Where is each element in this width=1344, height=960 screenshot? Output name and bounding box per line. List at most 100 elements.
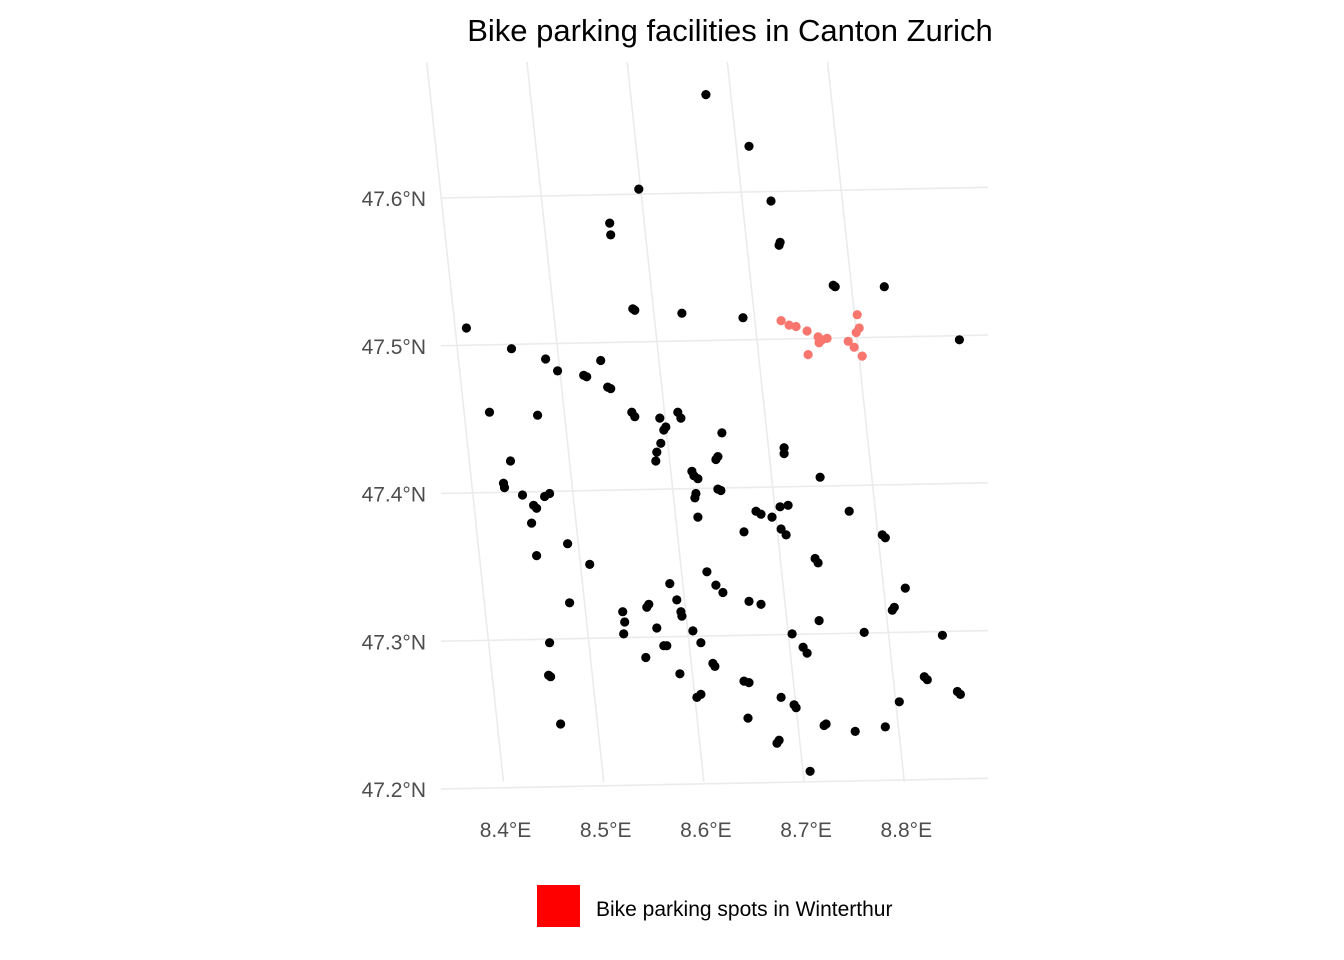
data-point [532, 551, 542, 561]
legend-swatch [537, 885, 580, 927]
data-point [738, 313, 748, 323]
data-point [545, 638, 555, 648]
data-point [739, 527, 749, 537]
data-point [652, 623, 662, 633]
data-point [628, 304, 638, 314]
data-point [937, 630, 948, 640]
data-point [532, 503, 542, 513]
data-point [776, 692, 786, 703]
data-point [533, 410, 543, 420]
data-point [656, 438, 666, 448]
data-point [844, 506, 854, 516]
gridline-y [440, 777, 989, 790]
data-point [954, 335, 965, 345]
y-tick-labels: 47.2°N 47.3°N 47.4°N 47.5°N 47.6°N [362, 188, 426, 802]
data-point [718, 587, 728, 598]
data-point [803, 350, 813, 360]
x-tick-label: 8.6°E [680, 819, 732, 842]
data-point [563, 539, 573, 549]
data-point [772, 738, 782, 748]
data-point [693, 512, 703, 522]
data-point [850, 726, 860, 737]
gridline-x [826, 61, 906, 783]
data-point [711, 454, 721, 465]
data-point [461, 323, 471, 333]
gridline-y [440, 186, 989, 199]
data-point [585, 559, 595, 570]
data-point [505, 456, 516, 466]
data-point [852, 310, 862, 320]
data-point [634, 184, 644, 194]
data-point [506, 344, 517, 354]
data-point [743, 713, 753, 723]
data-point [744, 141, 754, 151]
data-point [675, 669, 685, 679]
y-tick-label: 47.3°N [362, 631, 426, 654]
data-point [781, 530, 791, 540]
data-point [783, 500, 793, 510]
data-point [710, 661, 720, 672]
data-point [880, 722, 890, 732]
gridline-y [440, 334, 989, 347]
data-point [499, 483, 510, 493]
data-point [652, 447, 662, 457]
x-tick-label: 8.8°E [880, 819, 932, 842]
data-point [620, 617, 630, 627]
data-point [676, 413, 686, 423]
data-point [880, 533, 890, 543]
data-point [556, 719, 566, 729]
data-point [756, 599, 766, 609]
data-point [711, 580, 721, 590]
data-point [662, 641, 672, 651]
data-point [900, 583, 910, 593]
data-point [787, 629, 797, 639]
data-point [690, 493, 700, 503]
data-point [546, 672, 556, 682]
data-point [659, 425, 669, 435]
data-point [922, 675, 932, 685]
data-point [744, 678, 754, 688]
data-point [802, 648, 812, 658]
data-point [716, 485, 726, 496]
data-point [775, 502, 785, 512]
data-point [851, 327, 861, 338]
data-point [630, 412, 640, 422]
data-point [791, 321, 801, 332]
data-points [461, 90, 966, 776]
data-point [814, 616, 824, 626]
x-tick-label: 8.5°E [580, 819, 632, 842]
data-point [784, 320, 794, 330]
gridline-y [440, 629, 989, 643]
data-point [813, 558, 823, 568]
gridline-x [626, 61, 705, 783]
data-point [822, 333, 832, 343]
data-point [894, 697, 904, 707]
data-point [828, 280, 838, 290]
data-point [776, 316, 786, 326]
x-tick-label: 8.7°E [780, 819, 832, 842]
data-point [692, 692, 702, 703]
gridline-x [425, 61, 505, 783]
data-point [672, 595, 682, 605]
data-point [596, 355, 606, 366]
data-point [857, 351, 867, 361]
gridlines [425, 61, 989, 790]
data-point [702, 567, 712, 577]
data-point [791, 703, 801, 713]
y-tick-label: 47.2°N [362, 779, 426, 802]
data-point [955, 689, 966, 700]
data-point [605, 218, 615, 228]
data-point [553, 366, 563, 376]
data-point [688, 626, 698, 636]
data-point [693, 474, 703, 484]
data-point [579, 370, 589, 380]
data-point [527, 518, 537, 528]
y-tick-label: 47.6°N [362, 188, 426, 211]
data-point [665, 579, 675, 589]
gridline-x [726, 61, 805, 783]
gridline-x [526, 61, 605, 783]
data-point [849, 342, 859, 352]
data-point [618, 607, 628, 617]
x-tick-label: 8.4°E [480, 819, 532, 842]
data-point [606, 230, 616, 240]
